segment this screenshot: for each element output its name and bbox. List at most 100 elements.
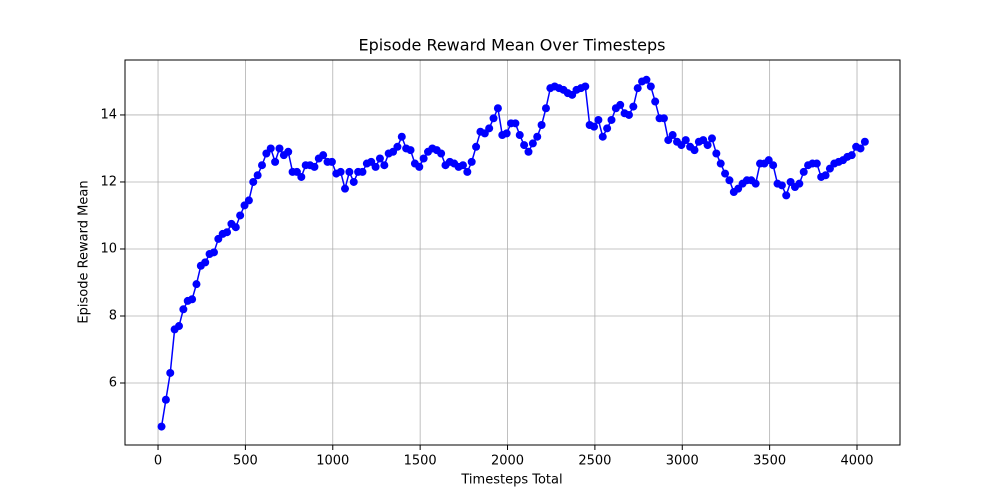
x-tick-label: 500 [233,454,258,469]
data-point [642,75,651,84]
x-tick-label: 0 [154,454,162,469]
data-point [751,179,760,188]
data-point [703,141,712,150]
data-point [341,184,350,193]
y-tick-label: 14 [100,107,117,122]
y-tick-label: 8 [109,308,117,323]
data-point [769,161,778,170]
data-point [437,149,446,158]
x-tick-label: 1500 [404,454,437,469]
x-axis-label: Timesteps Total [460,473,562,488]
data-point [799,167,808,176]
data-point [349,177,358,186]
data-point [375,154,384,163]
data-point [271,157,280,166]
data-point [472,142,481,151]
data-point [502,129,511,138]
series-line [160,78,866,427]
x-tick-label: 2500 [578,454,611,469]
data-point [528,139,537,148]
data-point [463,167,472,176]
data-point [821,171,830,180]
data-point [393,142,402,151]
data-point [489,114,498,123]
data-point [646,82,655,91]
data-point [166,368,175,377]
y-tick-label: 6 [109,376,117,391]
data-point [310,162,319,171]
data-point [511,119,520,128]
data-point [716,159,725,168]
data-point [590,122,599,131]
x-tick-label: 3500 [753,454,786,469]
data-point [668,131,677,140]
data-point [707,134,716,143]
data-point [493,104,502,113]
data-point [345,167,354,176]
data-point [537,121,546,130]
data-point [581,82,590,91]
data-point [223,228,232,237]
chart-title: Episode Reward Mean Over Timesteps [359,36,666,55]
y-tick-label: 10 [100,241,117,256]
data-point [607,115,616,124]
data-point [258,161,267,170]
data-point [371,162,380,171]
data-point [266,144,275,153]
data-point [319,151,328,160]
data-point [406,146,415,155]
data-point [336,167,345,176]
data-point [533,132,542,141]
x-tick-label: 1000 [316,454,349,469]
data-point [179,305,188,314]
x-tick-label: 3000 [666,454,699,469]
data-point [659,114,668,123]
data-point [209,248,218,257]
data-point [419,154,428,163]
data-point [253,171,262,180]
data-point [524,147,533,156]
y-axis-label: Episode Reward Mean [77,180,92,323]
data-point [860,137,869,146]
data-point [249,177,258,186]
x-tick-label: 4000 [840,454,873,469]
data-point [284,147,293,156]
data-point [380,161,389,170]
data-point [624,110,633,119]
y-tick-label: 12 [100,174,117,189]
data-point [651,97,660,106]
data-point [358,167,367,176]
data-point [616,100,625,109]
data-point [598,132,607,141]
data-point [812,159,821,168]
data-point [174,322,183,331]
data-point [157,422,166,431]
plot-frame [124,59,901,446]
data-point [721,169,730,178]
data-point [327,157,336,166]
data-point [201,258,210,267]
data-point [161,395,170,404]
data-point [777,181,786,190]
data-point [541,104,550,113]
data-point [485,124,494,133]
data-point [236,211,245,220]
data-point [633,84,642,93]
data-point [681,136,690,145]
data-point [725,176,734,185]
x-tick-label: 2000 [491,454,524,469]
data-point [231,223,240,232]
data-point [415,162,424,171]
data-point [712,149,721,158]
data-point [297,172,306,181]
data-point [188,295,197,304]
data-point [397,132,406,141]
data-point [244,196,253,205]
data-point [782,191,791,200]
data-point [192,280,201,289]
data-point [515,131,524,140]
data-point [275,144,284,153]
data-point [467,157,476,166]
data-point [603,124,612,133]
